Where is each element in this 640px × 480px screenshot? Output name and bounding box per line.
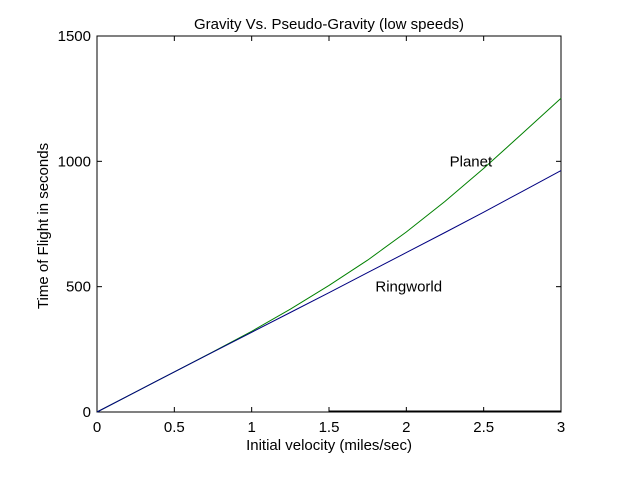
annotation-planet: Planet xyxy=(450,153,493,170)
chart-title: Gravity Vs. Pseudo-Gravity (low speeds) xyxy=(194,16,464,33)
x-tick-label: 2 xyxy=(402,419,410,436)
y-axis-label: Time of Flight in seconds xyxy=(35,143,52,309)
x-tick-label: 0 xyxy=(93,419,101,436)
y-tick-label: 0 xyxy=(83,404,91,421)
y-tick-label: 500 xyxy=(66,279,91,296)
x-tick-label: 0.5 xyxy=(164,419,185,436)
x-tick-label: 3 xyxy=(557,419,565,436)
plot-area: 0 0.5 1 1.5 2 2.5 3 0 500 1000 1500 Planet Ringworld xyxy=(58,28,566,436)
series-line-ringworld xyxy=(96,170,562,413)
x-tick-label: 1 xyxy=(247,419,255,436)
x-axis-label: Initial velocity (miles/sec) xyxy=(246,437,412,454)
y-tick-label: 1500 xyxy=(58,28,91,45)
annotation-ringworld: Ringworld xyxy=(375,279,442,296)
y-tick-label: 1000 xyxy=(58,153,91,170)
x-tick-label: 1.5 xyxy=(319,419,340,436)
x-tick-label: 2.5 xyxy=(473,419,494,436)
